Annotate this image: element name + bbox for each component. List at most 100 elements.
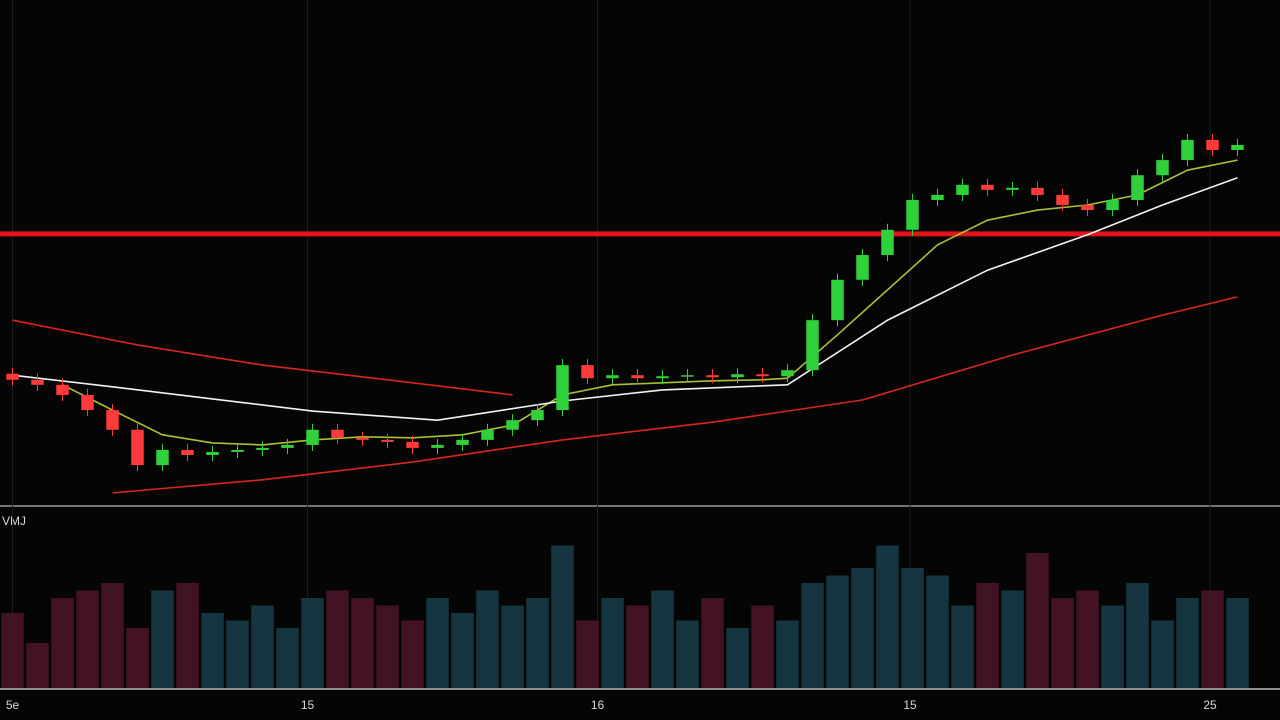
candle-body [1056, 194, 1069, 206]
candle-body [356, 437, 369, 440]
volume-bar [401, 620, 424, 688]
volume-bar [101, 583, 124, 688]
x-tick-label: 25 [1203, 698, 1217, 712]
volume-bar [1126, 583, 1149, 688]
volume-bar [376, 605, 399, 688]
candle-body [881, 229, 894, 256]
candle-body [306, 429, 319, 445]
candle-body [631, 375, 644, 379]
candle-body [406, 441, 419, 448]
candle-body [56, 384, 69, 395]
candle-body [481, 429, 494, 440]
x-tick-label: 5e [6, 698, 20, 712]
x-tick-label: 16 [591, 698, 605, 712]
candle-body [381, 439, 394, 442]
volume-bar [251, 605, 274, 688]
candle-body [681, 375, 694, 377]
volume-bar [751, 605, 774, 688]
candle-body [1081, 205, 1094, 211]
volume-bar [1001, 590, 1024, 688]
candle-body [1156, 160, 1169, 176]
volume-bar [51, 598, 74, 688]
volume-bar [1, 613, 24, 688]
volume-bar [526, 598, 549, 688]
volume-bar [176, 583, 199, 688]
candle-body [206, 451, 219, 456]
candle-body [1006, 187, 1019, 190]
volume-bar [826, 575, 849, 688]
volume-bar [126, 628, 149, 688]
candle-body [6, 373, 19, 380]
candle-body [281, 444, 294, 448]
x-tick-label: 15 [903, 698, 917, 712]
volume-bar [976, 583, 999, 688]
candle-body [81, 394, 94, 411]
volume-bar [76, 590, 99, 688]
volume-bar [1076, 590, 1099, 688]
candle-body [106, 410, 119, 430]
candle-body [806, 320, 819, 371]
volume-bar [226, 620, 249, 688]
candle-body [156, 449, 169, 466]
volume-bar [726, 628, 749, 688]
volume-bar [1051, 598, 1074, 688]
volume-bar [701, 598, 724, 688]
candle-body [556, 365, 569, 411]
volume-bar [26, 643, 49, 688]
candle-body [906, 199, 919, 230]
volume-bar [1026, 553, 1049, 688]
volume-bar [851, 568, 874, 688]
volume-bar [1101, 605, 1124, 688]
volume-bar [501, 605, 524, 688]
candle-body [756, 374, 769, 377]
volume-bar [776, 620, 799, 688]
volume-bar [451, 613, 474, 688]
volume-bar [326, 590, 349, 688]
candle-body [956, 184, 969, 195]
candle-body [831, 279, 844, 321]
candle-body [931, 194, 944, 200]
volume-bar [351, 598, 374, 688]
candle-body [731, 374, 744, 378]
candle-body [1031, 187, 1044, 195]
candle-body [256, 447, 269, 450]
volume-label: VMJ [2, 514, 26, 528]
volume-bar [876, 545, 899, 688]
volume-bar [201, 613, 224, 688]
candle-body [181, 449, 194, 456]
ma-line [12, 319, 513, 396]
candle-body [331, 429, 344, 438]
volume-bar [301, 598, 324, 688]
candle-body [1106, 199, 1119, 211]
candle-body [231, 449, 244, 452]
volume-bar [951, 605, 974, 688]
volume-bar [476, 590, 499, 688]
x-tick-label: 15 [301, 698, 315, 712]
volume-bar [801, 583, 824, 688]
candle-body [981, 184, 994, 190]
volume-bar [601, 598, 624, 688]
candle-body [506, 420, 519, 430]
volume-bar [576, 620, 599, 688]
candle-body [656, 376, 669, 379]
candle-body [856, 255, 869, 280]
volume-bar [151, 590, 174, 688]
candle-body [131, 429, 144, 466]
volume-bar [926, 575, 949, 688]
candle-body [31, 379, 44, 385]
candle-body [1231, 144, 1244, 150]
candle-body [781, 370, 794, 377]
volume-bar [676, 620, 699, 688]
volume-bar [426, 598, 449, 688]
candle-body [706, 375, 719, 378]
volume-bar [1201, 590, 1224, 688]
volume-bar [651, 590, 674, 688]
candle-body [1181, 139, 1194, 161]
candle-body [1131, 175, 1144, 200]
volume-bar [1176, 598, 1199, 688]
volume-bar [1226, 598, 1249, 688]
candle-body [606, 375, 619, 379]
candle-body [581, 365, 594, 379]
